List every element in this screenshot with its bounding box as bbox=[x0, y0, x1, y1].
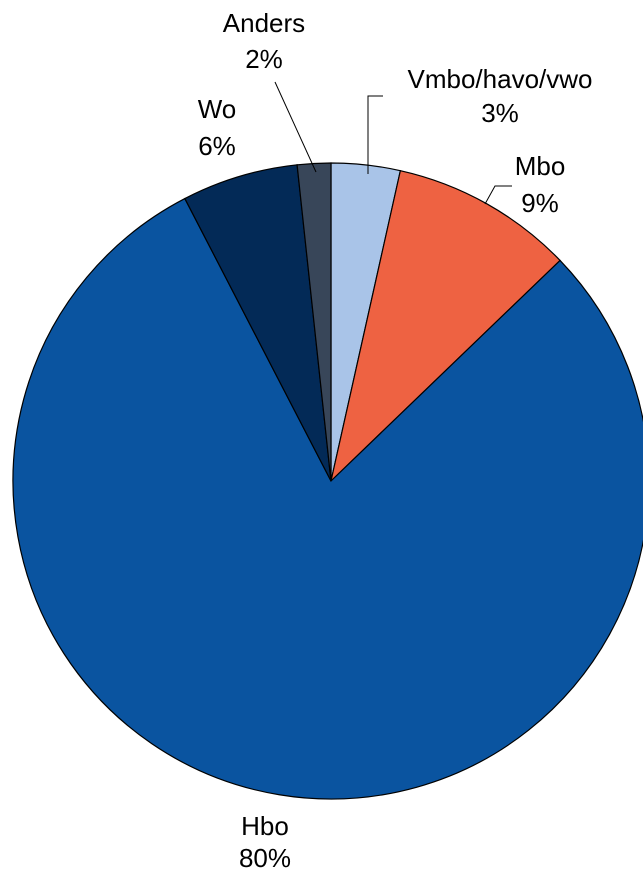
leader-lines bbox=[274, 81, 512, 205]
leader-line-vmbo-havo-vwo bbox=[367, 95, 383, 174]
slice-label-value: 6% bbox=[198, 131, 236, 161]
leader-line-mbo bbox=[484, 185, 512, 205]
leader-line-anders bbox=[274, 81, 317, 173]
slice-label-value: 80% bbox=[239, 843, 291, 873]
slice-label-name: Vmbo/havo/vwo bbox=[408, 64, 593, 94]
pie-slice-hbo bbox=[12, 197, 643, 800]
pie-slice-mbo bbox=[329, 169, 561, 483]
pie-slice-anders bbox=[296, 162, 332, 482]
slice-label-name: Wo bbox=[198, 94, 237, 124]
pie-slices bbox=[12, 162, 643, 800]
slice-label-name: Hbo bbox=[241, 811, 289, 841]
slice-label-name: Anders bbox=[223, 8, 305, 38]
slice-label-name: Mbo bbox=[515, 151, 566, 181]
slice-label-value: 2% bbox=[245, 44, 283, 74]
slice-label-value: 9% bbox=[521, 188, 559, 218]
slice-label-value: 3% bbox=[481, 98, 519, 128]
